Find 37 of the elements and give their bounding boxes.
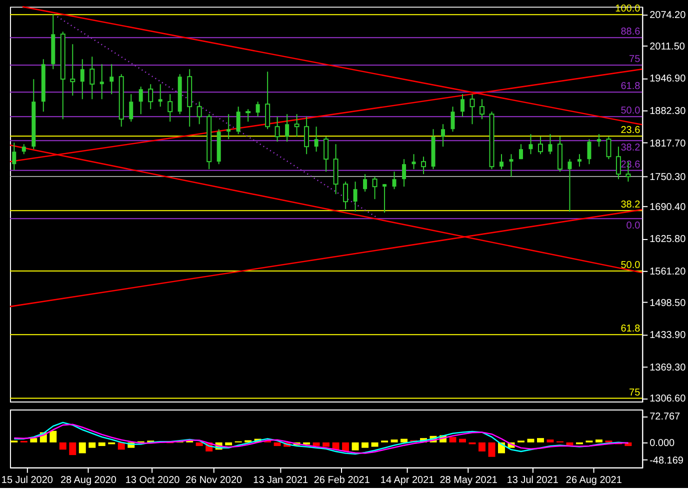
y-tick-label: 1817.70 (650, 138, 686, 150)
x-tick-label: 28 Aug 2020 (60, 474, 117, 486)
y-tick-label: 2011.50 (650, 41, 686, 52)
annotation: 75 (629, 54, 641, 66)
x-tick-label: 13 Jan 2021 (253, 474, 308, 486)
annotation: 23.6 (620, 125, 641, 136)
y-tick-label: 1750.30 (650, 172, 686, 183)
annotation: 88.6 (620, 26, 641, 38)
y-tick-label: 1690.40 (650, 202, 686, 213)
x-tick-label: 26 Nov 2020 (185, 474, 242, 486)
annotation: 61.8 (620, 324, 641, 335)
y-tick-label: 1369.30 (650, 362, 686, 374)
annotation: 61.8 (620, 81, 641, 92)
annotation: 38.2 (620, 142, 641, 154)
annotation: 38.2 (620, 200, 641, 211)
x-tick-label: 14 Apr 2021 (380, 474, 435, 486)
y-tick-label: 1946.90 (650, 74, 686, 85)
y-tick-label: 2074.20 (650, 10, 686, 22)
x-tick-label: 15 Jul 2020 (1, 474, 54, 486)
x-tick-label: 13 Jul 2021 (506, 474, 559, 486)
y-tick-label: 1625.80 (650, 234, 686, 246)
x-tick-label: 13 Oct 2020 (125, 474, 180, 486)
annotation: 0.0 (626, 220, 641, 232)
y-tick-label: -48.169 (650, 455, 684, 466)
x-tick-label: 26 Aug 2021 (566, 474, 622, 486)
y-tick-label: 1306.60 (650, 394, 686, 405)
annotation: 75 (629, 387, 641, 398)
y-tick-label: 1433.90 (650, 330, 686, 342)
y-tick-label: 1882.30 (650, 106, 686, 117)
x-tick-label: 26 Feb 2021 (314, 474, 370, 486)
y-tick-label: 1498.50 (650, 298, 686, 309)
y-tick-label: 0.000 (650, 438, 676, 449)
annotation: 50.0 (620, 106, 641, 117)
x-tick-label: 28 May 2021 (440, 474, 498, 486)
annotation: 50.0 (620, 260, 641, 271)
y-tick-label: 72.767 (650, 412, 681, 423)
y-tick-label: 1561.20 (650, 266, 686, 278)
